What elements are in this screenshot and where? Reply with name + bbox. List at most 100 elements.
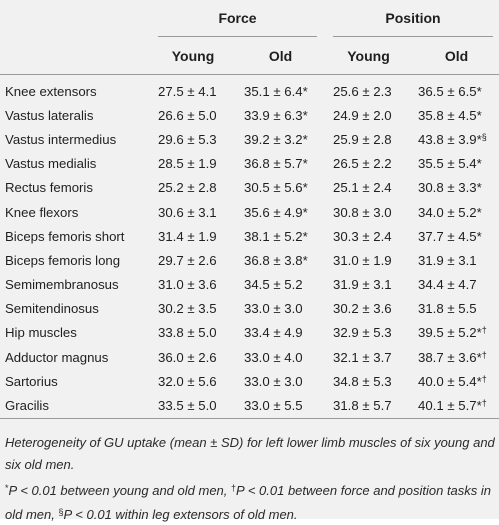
force-young-value-text: 33.8 ± 5.0 [158,325,217,341]
force-young-value-text: 30.6 ± 3.1 [158,204,217,220]
significance-mark: * [303,229,308,244]
significance-symbol: * [476,131,482,147]
significance-mark: *§ [477,132,487,147]
force-young-value-text: 28.5 ± 1.9 [158,156,217,172]
force-old-value: 38.1 ± 5.2* [238,224,323,248]
significance-symbol: * [476,180,482,196]
table-row: Vastus medialis 28.5 ± 1.9 36.8 ± 5.7* 26.5… [0,152,499,176]
header-group-cell: Position [323,0,499,37]
force-young-value: 30.6 ± 3.1 [148,200,238,224]
table-row: Biceps femoris long 29.7 ± 2.6 36.8 ± 3.8*… [0,248,499,272]
muscle-name: Semimembranosus [0,273,148,297]
muscle-name-text: Knee flexors [5,204,79,220]
position-old-value: 38.7 ± 3.6*† [414,345,499,369]
table-row: Gracilis 33.5 ± 5.0 33.0 ± 5.5 31.8 ± 5.7 40… [0,393,499,419]
position-old-value: 43.8 ± 3.9*§ [414,127,499,151]
position-young-value-text: 25.6 ± 2.3 [333,83,392,99]
position-old-value-text: 34.4 ± 4.7 [418,277,477,293]
force-young-value: 33.8 ± 5.0 [148,321,238,345]
muscle-name-text: Gracilis [5,398,49,414]
force-young-value-text: 26.6 ± 5.0 [158,107,217,123]
position-young-value: 32.9 ± 5.3 [323,321,414,345]
position-old-value: 36.5 ± 6.5* [414,79,499,103]
muscle-name: Biceps femoris short [0,224,148,248]
significance-mark: * [303,156,308,171]
force-old-value-text: 33.4 ± 4.9 [244,325,303,341]
significance-symbol: * [476,398,482,414]
table-row: Biceps femoris short 31.4 ± 1.9 38.1 ± 5.2… [0,224,499,248]
significance-symbol: § [481,131,487,142]
significance-mark: * [303,84,308,99]
table-caption: Heterogeneity of GU uptake (mean ± SD) f… [5,435,495,472]
position-young-value-text: 26.5 ± 2.2 [333,156,392,172]
force-young-value: 36.0 ± 2.6 [148,345,238,369]
muscle-name: Vastus medialis [0,152,148,176]
position-young-value-text: 31.9 ± 3.1 [333,277,392,293]
significance-symbol: * [302,156,308,172]
significance-mark: * [303,108,308,123]
force-old-header: Old [238,37,323,75]
position-old-value-text: 34.0 ± 5.2 [418,204,477,220]
position-old-value-text: 37.7 ± 4.5 [418,228,477,244]
force-young-value: 32.0 ± 5.6 [148,369,238,393]
footnote-mark: § [58,506,64,517]
significance-mark: * [477,108,482,123]
muscle-name: Vastus intermedius [0,127,148,151]
significance-symbol: * [476,228,482,244]
force-old-value: 33.4 ± 4.9 [238,321,323,345]
position-old-value-text: 36.5 ± 6.5 [418,83,477,99]
significance-mark: * [303,180,308,195]
position-young-header: Young [323,37,414,75]
table-row: Hip muscles 33.8 ± 5.0 33.4 ± 4.9 32.9 ± 5.… [0,321,499,345]
force-group-title: Force [158,1,317,37]
position-young-value-text: 31.8 ± 5.7 [333,398,392,414]
position-old-value-text: 43.8 ± 3.9 [418,131,477,147]
force-young-value: 28.5 ± 1.9 [148,152,238,176]
position-old-value: 40.0 ± 5.4*† [414,369,499,393]
muscle-name-text: Knee extensors [5,83,97,99]
position-old-value: 39.5 ± 5.2*† [414,321,499,345]
position-young-value-text: 25.9 ± 2.8 [333,131,392,147]
significance-mark: * [477,84,482,99]
muscle-name: Vastus lateralis [0,103,148,127]
muscle-name: Biceps femoris long [0,248,148,272]
position-young-value: 24.9 ± 2.0 [323,103,414,127]
position-old-value: 34.4 ± 4.7 [414,273,499,297]
force-young-value-text: 31.0 ± 3.6 [158,277,217,293]
position-young-value: 31.8 ± 5.7 [323,393,414,419]
position-young-value: 25.6 ± 2.3 [323,79,414,103]
force-young-value: 26.6 ± 5.0 [148,103,238,127]
position-young-value: 25.1 ± 2.4 [323,176,414,200]
table-footnotes: *P < 0.01 between young and old men, †P … [5,478,495,525]
significance-mark: * [477,156,482,171]
force-old-value: 36.8 ± 5.7* [238,152,323,176]
significance-symbol: * [476,349,482,365]
muscle-name: Knee flexors [0,200,148,224]
position-old-value-text: 40.0 ± 5.4 [418,373,477,389]
force-young-value: 27.5 ± 4.1 [148,79,238,103]
position-old-value: 40.1 ± 5.7*† [414,393,499,419]
force-young-value: 31.4 ± 1.9 [148,224,238,248]
header-group-cell: Force [148,0,323,37]
table-row: Knee flexors 30.6 ± 3.1 35.6 ± 4.9* 30.8 ± … [0,200,499,224]
position-young-value: 25.9 ± 2.8 [323,127,414,151]
significance-mark: * [303,205,308,220]
muscle-name: Adductor magnus [0,345,148,369]
significance-symbol: † [481,373,487,384]
force-young-value-text: 25.2 ± 2.8 [158,180,217,196]
significance-mark: *† [477,374,487,389]
force-young-value: 33.5 ± 5.0 [148,393,238,419]
muscle-name-text: Adductor magnus [5,349,109,365]
position-young-value-text: 25.1 ± 2.4 [333,180,392,196]
muscle-name: Hip muscles [0,321,148,345]
header-column-row: Young Old Young Old [0,37,499,75]
force-old-value-text: 36.8 ± 3.8 [244,252,303,268]
table-row: Rectus femoris 25.2 ± 2.8 30.5 ± 5.6* 25.1 … [0,176,499,200]
force-old-value-text: 33.0 ± 3.0 [244,373,303,389]
force-old-value: 35.6 ± 4.9* [238,200,323,224]
footnote-mark: * [5,483,9,493]
table-row: Semimembranosus 31.0 ± 3.6 34.5 ± 5.2 31.9 … [0,273,499,297]
position-old-value-text: 31.9 ± 3.1 [418,252,477,268]
muscle-name-text: Vastus medialis [5,156,97,172]
muscle-name-text: Vastus intermedius [5,131,117,147]
